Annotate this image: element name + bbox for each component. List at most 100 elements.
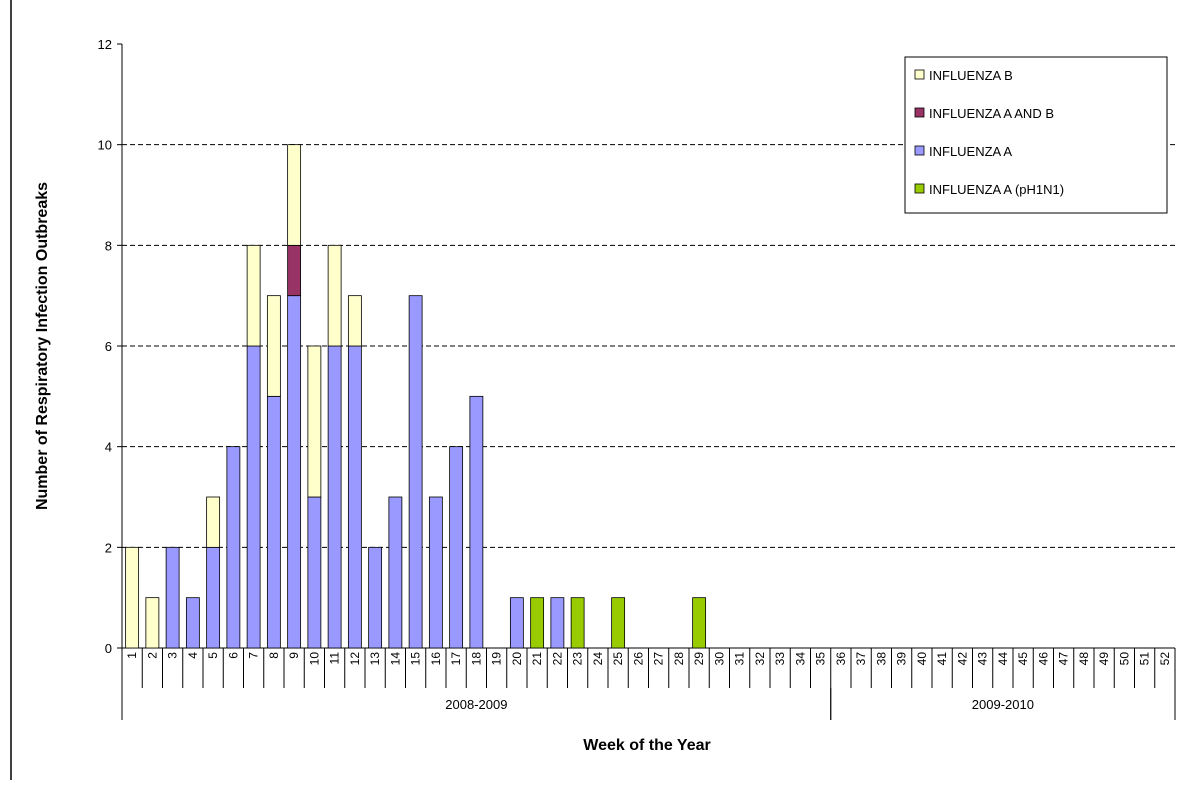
x-tick-label: 50 [1117, 652, 1131, 666]
legend-label: INFLUENZA A [929, 144, 1012, 159]
bar [206, 546, 221, 649]
x-tick-label: 44 [996, 652, 1010, 666]
bar [145, 597, 160, 649]
y-tick-label: 4 [105, 440, 112, 455]
group-label: 2009-2010 [972, 697, 1034, 712]
x-tick-label: 42 [955, 652, 969, 666]
x-tick-label: 29 [692, 652, 706, 666]
x-tick-label: 14 [388, 652, 402, 666]
y-tick-label: 0 [105, 641, 112, 656]
x-tick-label: 17 [449, 652, 463, 666]
y-tick-label: 2 [105, 540, 112, 555]
x-tick-label: 34 [793, 652, 807, 666]
x-tick-label: 30 [712, 652, 726, 666]
bar [550, 597, 565, 649]
x-tick-label: 33 [773, 652, 787, 666]
x-tick-label: 52 [1158, 652, 1172, 666]
legend-label: INFLUENZA A AND B [929, 106, 1054, 121]
legend-swatch [914, 183, 925, 194]
x-tick-label: 15 [409, 652, 423, 666]
x-tick-label: 27 [652, 652, 666, 666]
x-tick-label: 21 [530, 652, 544, 666]
x-tick-label: 2 [145, 652, 159, 659]
bar [449, 446, 464, 649]
bar [327, 345, 342, 649]
x-tick-label: 11 [328, 652, 342, 665]
legend-label: INFLUENZA B [929, 68, 1013, 83]
bar [246, 244, 261, 347]
legend [904, 56, 1168, 214]
bar [287, 295, 302, 649]
bar [206, 496, 221, 548]
x-tick-label: 1 [125, 652, 139, 659]
bar [408, 295, 423, 649]
x-tick-label: 10 [307, 652, 321, 666]
bar [125, 546, 140, 649]
x-axis-title: Week of the Year [583, 737, 710, 754]
x-tick-label: 3 [166, 652, 180, 659]
x-tick-label: 6 [226, 652, 240, 659]
x-tick-label: 35 [814, 652, 828, 666]
bar [307, 345, 322, 498]
x-tick-label: 51 [1138, 652, 1152, 666]
bar [185, 597, 200, 649]
x-tick-label: 22 [550, 652, 564, 666]
y-axis-title: Number of Respiratory Infection Outbreak… [34, 182, 51, 510]
x-tick-label: 8 [267, 652, 281, 659]
x-tick-label: 32 [753, 652, 767, 666]
bar [692, 597, 707, 649]
x-tick-label: 7 [247, 652, 261, 659]
x-tick-label: 36 [834, 652, 848, 666]
x-tick-label: 40 [915, 652, 929, 666]
x-tick-label: 43 [976, 652, 990, 666]
x-tick-label: 45 [1016, 652, 1030, 666]
bar [611, 597, 626, 649]
y-tick-label: 10 [98, 138, 112, 153]
y-tick-label: 6 [105, 339, 112, 354]
bar [570, 597, 585, 649]
x-tick-label: 20 [510, 652, 524, 666]
bar [307, 496, 322, 649]
x-tick-label: 48 [1077, 652, 1091, 666]
x-tick-label: 4 [186, 652, 200, 659]
x-tick-label: 28 [672, 652, 686, 666]
y-tick-label: 12 [98, 37, 112, 52]
x-tick-label: 19 [490, 652, 504, 666]
bar [509, 597, 524, 649]
bar [226, 446, 241, 649]
x-tick-label: 26 [631, 652, 645, 666]
legend-swatch [914, 145, 925, 156]
x-tick-label: 49 [1097, 652, 1111, 666]
legend-swatch [914, 69, 925, 80]
bar [246, 345, 261, 649]
legend-swatch [914, 107, 925, 118]
x-tick-label: 25 [611, 652, 625, 666]
x-tick-label: 9 [287, 652, 301, 659]
x-tick-label: 47 [1057, 652, 1071, 666]
bar [347, 345, 362, 649]
bar [428, 496, 443, 649]
x-tick-label: 23 [571, 652, 585, 666]
bar [530, 597, 545, 649]
x-tick-label: 38 [874, 652, 888, 666]
bar [368, 546, 383, 649]
x-tick-label: 31 [733, 652, 747, 666]
x-tick-label: 16 [429, 652, 443, 666]
bar [287, 244, 302, 297]
x-tick-label: 39 [895, 652, 909, 666]
bar [388, 496, 403, 649]
x-tick-label: 37 [854, 652, 868, 666]
x-tick-label: 24 [591, 652, 605, 666]
x-tick-label: 5 [206, 652, 220, 659]
x-tick-label: 18 [469, 652, 483, 666]
bar [327, 244, 342, 347]
x-tick-label: 13 [368, 652, 382, 666]
x-tick-label: 41 [935, 652, 949, 666]
bar [287, 144, 302, 246]
bar [469, 395, 484, 649]
bar [165, 546, 180, 649]
x-tick-label: 12 [348, 652, 362, 666]
legend-label: INFLUENZA A (pH1N1) [929, 182, 1064, 197]
